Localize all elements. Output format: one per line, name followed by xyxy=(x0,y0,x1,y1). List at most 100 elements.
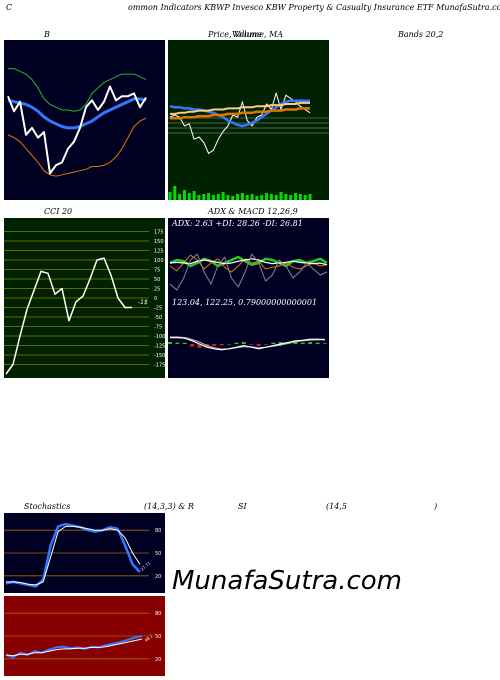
macd-values: 123.04, 122.25, 0.79000000000001 xyxy=(172,298,318,307)
cci-line xyxy=(5,257,132,375)
volume-bar xyxy=(298,194,302,200)
volume-bar xyxy=(260,195,264,200)
stoch-value-label: 27.71 xyxy=(139,560,151,571)
macd-histogram-bar xyxy=(168,342,172,344)
ma-orange-line xyxy=(170,107,310,120)
volume-bar xyxy=(192,191,196,200)
macd-histogram-bar xyxy=(293,342,298,344)
cci-tick-label: -175 xyxy=(154,363,165,369)
volume-bar xyxy=(279,192,283,200)
volume-bar xyxy=(240,193,244,200)
cci-tick-label: 175 xyxy=(154,230,164,236)
volume-bar xyxy=(250,194,254,200)
adx-macd-label: ADX & MACD 12,26,9 xyxy=(208,207,298,216)
volume-bar xyxy=(168,192,172,200)
volume-bar xyxy=(255,196,259,200)
volume-bar xyxy=(236,194,240,200)
middle-band-line xyxy=(7,97,147,130)
volume-bar xyxy=(274,195,278,200)
volume-bar xyxy=(245,195,249,200)
rsi-tick-label: 80 xyxy=(155,611,161,617)
header-title: ommon Indicators KBWP Invesco KBW Proper… xyxy=(128,3,500,12)
cci-label: CCI 20 xyxy=(44,207,73,216)
ma-light-line xyxy=(170,101,310,115)
macd-line xyxy=(170,336,326,351)
volume-bar xyxy=(207,193,211,200)
cci-tick-label: -125 xyxy=(154,344,165,350)
cci-tick-label: 150 xyxy=(154,239,164,245)
ma-blue-line xyxy=(169,99,310,128)
cci-tick-label: 0 xyxy=(154,296,157,302)
stoch-label-d: (14,5 xyxy=(326,502,347,511)
rsi-tick-label: 20 xyxy=(155,657,161,663)
macd-bg xyxy=(168,298,329,378)
stoch-tick-label: 80 xyxy=(155,528,161,534)
cci-tick-label: 25 xyxy=(154,287,160,293)
volume-bar xyxy=(269,194,273,200)
price-line xyxy=(7,85,147,175)
macd-chart xyxy=(168,298,329,378)
rsi-tick-label: 50 xyxy=(155,634,161,640)
adx-chart xyxy=(168,218,329,298)
stoch-tick-label: 50 xyxy=(155,551,161,557)
volume-bar xyxy=(197,195,201,200)
macd-histogram-bar xyxy=(271,342,276,344)
macd-histogram-bar xyxy=(315,342,320,344)
stoch-tick-label: 20 xyxy=(155,574,161,580)
rsi-ma-line xyxy=(5,638,143,657)
cci-tick-label: 100 xyxy=(154,258,164,264)
adx-grey-line xyxy=(169,253,328,291)
volume-bar xyxy=(202,194,206,200)
price-bg xyxy=(168,40,329,200)
stoch-d-line xyxy=(6,525,141,586)
macd-histogram-bar xyxy=(219,344,224,346)
cci-tick-label: 75 xyxy=(154,268,160,274)
stoch-label-c: SI xyxy=(238,502,247,511)
volume-bar xyxy=(173,186,177,200)
macd-histogram-bar xyxy=(190,344,195,347)
volume-bar xyxy=(231,196,235,200)
volume-bar xyxy=(308,194,312,200)
volume-bar xyxy=(211,195,215,200)
macd-histogram-bar xyxy=(323,343,327,344)
cci-tick-label: -150 xyxy=(154,353,165,359)
cci-tick-label: -25 xyxy=(154,306,162,312)
minus-di-line xyxy=(169,254,328,273)
cci-value-marker: -1$ xyxy=(138,299,148,306)
bollinger-chart xyxy=(4,40,165,200)
rsi-chart: 80 50 20 48.2 xyxy=(4,596,165,676)
volume-bar xyxy=(178,194,182,200)
adx-values: ADX: 2.63 +DI: 28.26 -DI: 26.81 xyxy=(172,219,303,228)
lower-band-line xyxy=(7,117,147,177)
stoch-k-line xyxy=(5,522,141,588)
volume-bar xyxy=(226,195,230,200)
macd-histogram-bar xyxy=(241,342,246,344)
volume-bar xyxy=(265,193,269,200)
bands-label: Bands 20,2 xyxy=(398,30,444,39)
price-chart xyxy=(168,40,329,200)
cci-tick-label: 50 xyxy=(154,277,160,283)
macd-histogram-bar xyxy=(249,344,254,345)
volume-bar xyxy=(216,194,220,200)
volume-bar xyxy=(284,194,288,200)
upper-band-line xyxy=(8,68,147,112)
cci-tick-label: 125 xyxy=(154,249,164,255)
stochastics-chart: 80 50 20 27.71 xyxy=(4,513,165,593)
adx-line xyxy=(169,258,328,266)
volume-bar xyxy=(303,195,307,200)
header-title-prefix: C xyxy=(6,3,13,12)
cci-tick-label: -75 xyxy=(154,325,162,331)
watermark: MunafaSutra.com xyxy=(172,566,403,596)
macd-histogram-bar xyxy=(234,342,239,344)
volume-bar xyxy=(182,190,186,200)
macd-histogram-bar xyxy=(263,344,268,345)
bollinger-bg xyxy=(4,40,165,200)
macd-histogram-bar xyxy=(308,342,313,344)
volume-bar xyxy=(289,195,293,200)
macd-histogram-bar xyxy=(212,344,217,346)
volume-bar xyxy=(187,193,191,200)
macd-histogram-bar xyxy=(175,342,180,344)
macd-histogram-bar xyxy=(278,342,283,344)
volume-bar xyxy=(294,193,298,200)
macd-histogram-bar xyxy=(256,344,261,346)
